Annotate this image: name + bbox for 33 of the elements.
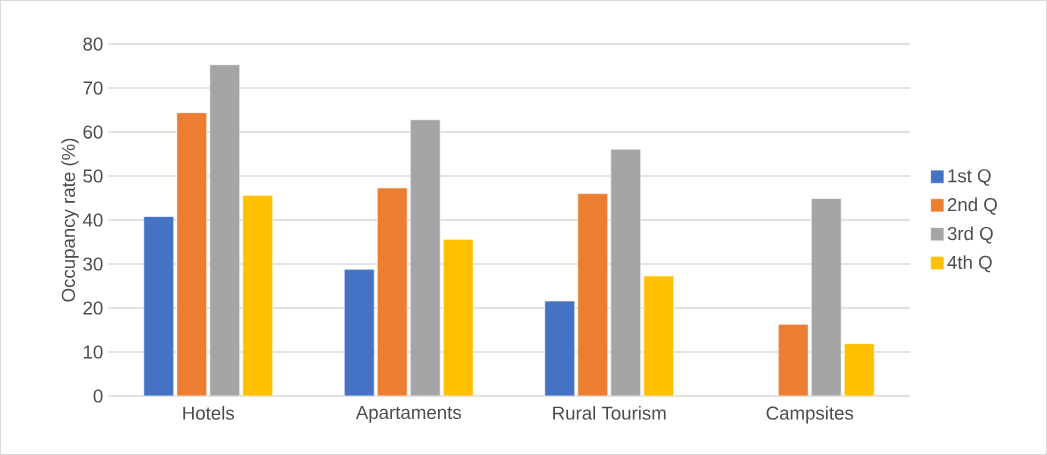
- x-tick-label: Hotels: [183, 406, 235, 420]
- y-tick-label: 30: [83, 257, 103, 271]
- bar: [610, 148, 642, 396]
- y-tick-label: 50: [83, 169, 103, 183]
- x-tick-label: Rural Tourism: [553, 406, 666, 420]
- bar: [544, 300, 576, 396]
- x-tick-label: Apartaments: [355, 406, 461, 423]
- y-tick-label: 40: [82, 213, 103, 227]
- bar: [143, 216, 175, 396]
- legend-label: 3rd Q: [947, 226, 993, 244]
- y-tick-label: 60: [83, 125, 103, 139]
- bar: [343, 268, 375, 396]
- y-tick-label: 20: [83, 301, 103, 315]
- bar: [643, 275, 675, 396]
- bar: [442, 239, 474, 396]
- bar: [376, 187, 408, 396]
- y-tick-label: 80: [83, 37, 103, 51]
- bar: [777, 323, 809, 396]
- y-tick-label: 70: [83, 81, 103, 95]
- bar: [176, 112, 208, 396]
- legend-label: 2nd Q: [947, 197, 997, 215]
- bar: [242, 195, 274, 396]
- bar: [810, 198, 842, 396]
- y-tick-label: 10: [83, 345, 103, 359]
- bar: [209, 64, 241, 396]
- y-tick-label: 0: [93, 389, 103, 403]
- bar: [843, 343, 875, 396]
- bar: [577, 193, 609, 396]
- y-axis-title: Occupancy rate (%): [61, 138, 79, 302]
- legend-label: 4th Q: [947, 255, 992, 273]
- legend-label: 1st Q: [948, 169, 991, 186]
- x-tick-label: Campsites: [766, 406, 854, 424]
- bar: [409, 119, 441, 396]
